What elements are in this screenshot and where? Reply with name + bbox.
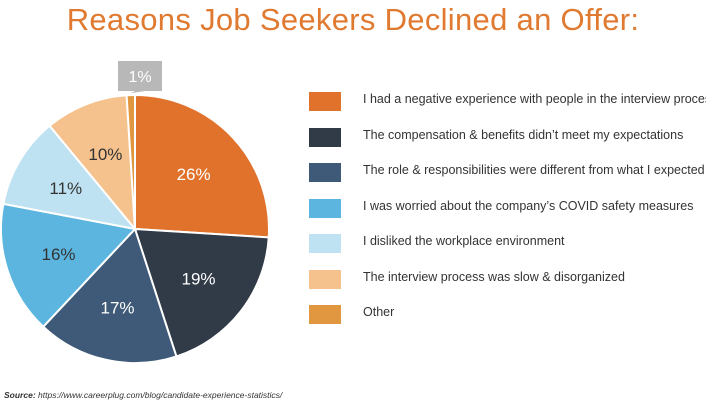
legend-item-the-compensation-benefits-didn-t-meet-my: The compensation & benefits didn’t meet … — [309, 125, 704, 149]
legend-swatch — [309, 305, 341, 324]
legend-item-i-was-worried-about-the-company-s-covid-: I was worried about the company’s COVID … — [309, 196, 704, 220]
legend-label: Other — [363, 305, 395, 319]
source-prefix: Source: — [4, 390, 36, 400]
legend-item-i-disliked-the-workplace-environment: I disliked the workplace environment — [309, 231, 704, 255]
pie-slice-i-disliked-the-workplace-environment — [2, 124, 138, 231]
slice-label-i-had-a-negative-experience-with-people-: 26% — [177, 165, 211, 184]
legend-label: The interview process was slow & disorga… — [363, 269, 625, 284]
legend-label: I was worried about the company’s COVID … — [363, 198, 694, 213]
legend-label: I had a negative experience with people … — [363, 92, 706, 106]
legend-swatch — [309, 269, 341, 289]
pie-slice-i-had-a-negative-experience-with-people- — [134, 93, 270, 239]
legend-item-the-interview-process-was-slow-disorgani: The interview process was slow & disorga… — [309, 267, 704, 291]
legend-item-the-role-responsibilities-were-different: The role & responsibilities were differe… — [309, 160, 705, 184]
legend-swatch — [309, 92, 341, 111]
pie-slice-other — [125, 93, 136, 230]
source-note: Source: https://www.careerplug.com/blog/… — [4, 390, 282, 400]
chart-title: Reasons Job Seekers Declined an Offer: — [66, 2, 640, 37]
pie-slice-the-compensation-benefits-didn-t-meet-my — [133, 227, 270, 358]
slice-label-i-disliked-the-workplace-environment: 11% — [49, 179, 82, 198]
pie-slice-i-was-worried-about-the-company-s-covid- — [0, 202, 137, 329]
legend-label: I disliked the workplace environment — [363, 234, 565, 248]
callout-other: 1% — [118, 61, 162, 94]
legend-swatch — [309, 163, 341, 182]
pie-slice-the-interview-process-was-slow-disorgani — [48, 94, 137, 233]
legend-swatch — [309, 234, 341, 253]
slice-label-i-was-worried-about-the-company-s-covid-: 16% — [41, 245, 75, 264]
slice-label-other: 1% — [128, 69, 151, 86]
legend-label: The compensation & benefits didn’t meet … — [363, 127, 684, 142]
pie-slice-the-role-responsibilities-were-different — [41, 227, 178, 364]
callout-box — [118, 61, 162, 94]
legend-swatch — [309, 198, 341, 218]
slice-label-the-interview-process-was-slow-disorgani: 10% — [88, 145, 122, 164]
legend-label: The role & responsibilities were differe… — [363, 163, 705, 177]
legend-swatch — [309, 127, 341, 147]
slice-label-the-role-responsibilities-were-different: 17% — [100, 299, 134, 318]
slice-label-the-compensation-benefits-didn-t-meet-my: 19% — [181, 269, 215, 288]
legend-item-other: Other — [309, 302, 704, 326]
legend-item-i-had-a-negative-experience-with-people-: I had a negative experience with people … — [309, 89, 706, 113]
source-url[interactable]: https://www.careerplug.com/blog/candidat… — [38, 390, 283, 400]
